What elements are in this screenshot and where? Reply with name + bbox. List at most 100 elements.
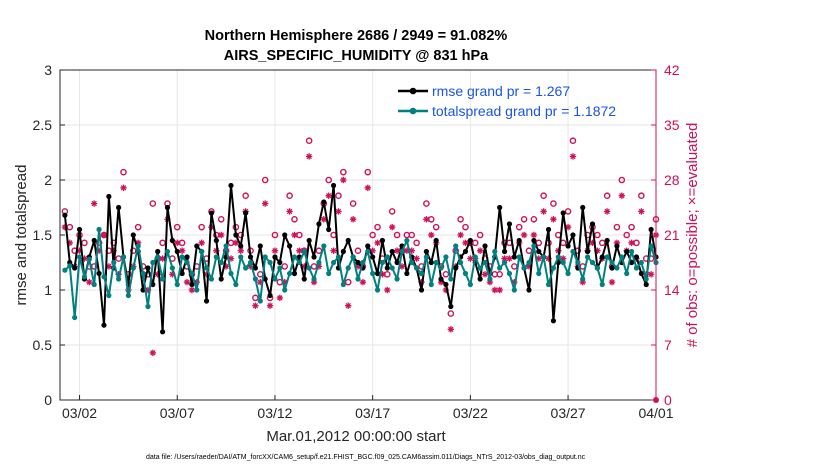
totalspread-point xyxy=(287,270,293,277)
obs-evaluated-point xyxy=(374,239,381,247)
legend-totalspread-label: totalspread grand pr = 1.1872 xyxy=(432,103,616,119)
totalspread-point xyxy=(614,265,620,271)
totalspread-point xyxy=(76,254,83,260)
rmse-point xyxy=(164,204,171,211)
rmse-point xyxy=(316,221,322,227)
obs-evaluated-point xyxy=(647,271,655,278)
totalspread-point xyxy=(150,259,156,266)
obs-evaluated-point xyxy=(183,278,191,286)
totalspread-point xyxy=(379,259,386,266)
totalspread-point xyxy=(194,287,200,293)
legend-rmse-marker xyxy=(409,87,417,95)
obs-possible-point xyxy=(550,200,557,207)
totalspread-point xyxy=(575,259,581,266)
totalspread-point xyxy=(580,276,586,282)
rmse-point xyxy=(252,265,259,271)
y-axis-left: 0 0.5 1 1.5 2 2.5 3 xyxy=(33,62,65,408)
totalspread-point xyxy=(443,254,449,260)
y-tick-label: 2 xyxy=(44,172,52,188)
rmse-point xyxy=(443,281,449,288)
totalspread-point xyxy=(228,270,234,277)
rmse-point xyxy=(287,243,293,249)
totalspread-point xyxy=(213,254,219,260)
rmse-point xyxy=(306,237,312,244)
totalspread-point xyxy=(72,314,78,321)
totalspread-point xyxy=(262,254,268,260)
rmse-point xyxy=(604,237,610,244)
rmse-point xyxy=(355,259,361,266)
rmse-point xyxy=(291,270,298,277)
obs-possible-point xyxy=(569,137,577,145)
y-axis-right: 0 7 14 21 28 35 42 xyxy=(651,62,680,408)
totalspread-point xyxy=(96,226,102,233)
rmse-point xyxy=(130,232,136,238)
totalspread-point xyxy=(316,259,322,266)
rmse-point xyxy=(462,248,469,255)
rmse-point xyxy=(159,329,166,335)
obs-possible-point xyxy=(462,223,469,231)
obs-evaluated-point xyxy=(320,216,328,223)
rmse-point xyxy=(301,276,307,282)
x-tick-label: 03/17 xyxy=(355,405,390,421)
obs-evaluated-point xyxy=(86,278,93,286)
totalspread-point xyxy=(125,292,131,299)
rmse-point xyxy=(150,281,156,288)
totalspread-point xyxy=(609,259,615,266)
chart-subtitle: AIRS_SPECIFIC_HUMIDITY @ 831 hPa xyxy=(224,48,489,64)
rmse-point xyxy=(62,212,68,218)
totalspread-point xyxy=(252,276,259,282)
rmse-point xyxy=(599,254,605,260)
x-tick-label: 04/01 xyxy=(638,405,673,421)
x-tick-label: 03/22 xyxy=(453,405,488,421)
y-tick-label: 2.5 xyxy=(33,117,53,133)
obs-possible-point xyxy=(340,168,347,176)
totalspread-point xyxy=(247,259,254,266)
rmse-point xyxy=(247,254,254,260)
totalspread-point xyxy=(360,259,366,266)
x-tick-label: 03/07 xyxy=(160,405,195,421)
totalspread-point xyxy=(599,281,605,288)
obs-possible-point xyxy=(388,208,396,215)
obs-evaluated-point xyxy=(388,223,396,231)
totalspread-point xyxy=(501,259,508,266)
rmse-point xyxy=(169,237,175,244)
obs-evaluated-point xyxy=(252,302,259,309)
totalspread-point xyxy=(492,248,498,255)
legend-rmse-label: rmse grand pr = 1.267 xyxy=(432,83,570,99)
totalspread-point xyxy=(619,254,625,260)
obs-evaluated-point xyxy=(266,302,274,309)
totalspread-point xyxy=(453,243,459,249)
rmse-point xyxy=(213,237,219,244)
totalspread-point xyxy=(526,259,532,266)
totalspread-point xyxy=(638,259,644,266)
obs-possible-point xyxy=(305,137,313,145)
totalspread-point xyxy=(223,243,229,249)
obs-evaluated-point xyxy=(345,302,352,309)
rmse-point xyxy=(648,226,654,233)
rmse-point xyxy=(267,292,273,299)
rmse-point xyxy=(238,243,244,249)
totalspread-point xyxy=(159,276,166,282)
obs-possible-point xyxy=(530,215,538,223)
y-right-tick-label: 7 xyxy=(664,337,672,353)
totalspread-point xyxy=(477,265,483,271)
totalspread-point xyxy=(389,265,395,271)
rmse-point xyxy=(570,232,576,238)
rmse-point xyxy=(189,281,195,288)
obs-possible-point xyxy=(393,231,401,239)
rmse-point xyxy=(643,281,649,288)
obs-possible-point xyxy=(564,208,572,215)
obs-possible-point xyxy=(618,176,626,184)
rmse-point xyxy=(404,270,410,277)
rmse-point xyxy=(76,226,83,233)
obs-possible-point xyxy=(344,278,352,286)
obs-evaluated-point xyxy=(481,271,489,278)
data-file-footnote: data file: /Users/raeder/DAI/ATM_forcXX/… xyxy=(146,454,586,461)
obs-evaluated-point xyxy=(462,239,469,247)
rmse-point xyxy=(374,270,381,277)
obs-evaluated-point xyxy=(638,208,645,215)
obs-evaluated-point xyxy=(296,247,303,254)
obs-possible-point xyxy=(281,263,289,270)
rmse-point xyxy=(184,254,190,260)
